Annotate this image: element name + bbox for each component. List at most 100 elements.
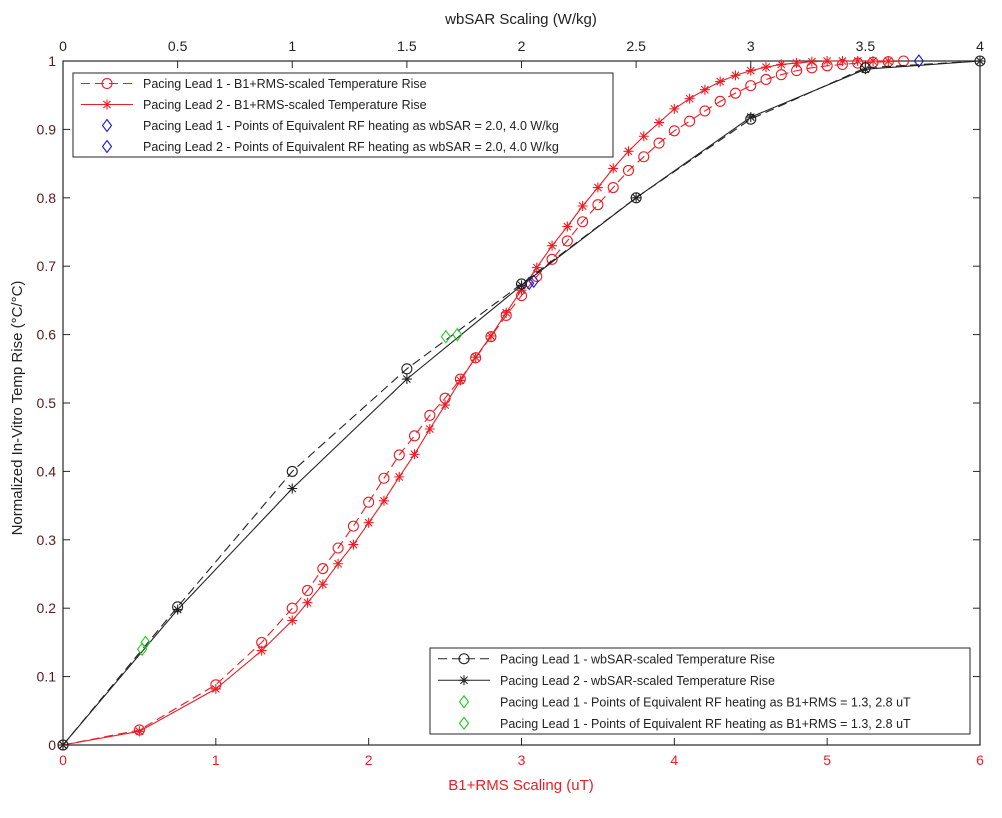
series-7 — [136, 327, 463, 657]
series-6-point — [516, 280, 527, 291]
left-tick-label: 0.1 — [37, 669, 57, 685]
series-2-point — [409, 449, 420, 460]
top-tick-label: 0 — [59, 38, 67, 54]
series-8-point — [140, 635, 151, 650]
series-2-line — [62, 60, 889, 746]
series-8-point — [440, 329, 452, 344]
legend-label: Pacing Lead 2 - Points of Equivalent RF … — [143, 140, 559, 154]
series-2-point — [684, 93, 695, 104]
series-6-point — [401, 374, 412, 385]
top-axis-title: wbSAR Scaling (W/kg) — [444, 11, 597, 28]
legend-box — [72, 72, 614, 158]
series-1-point — [592, 199, 604, 211]
series-1-point — [714, 95, 726, 107]
series-2-point — [317, 579, 328, 590]
legend-label: Pacing Lead 2 - wbSAR-scaled Temperature… — [500, 674, 775, 688]
top-tick-label: 1 — [288, 38, 296, 54]
series-8 — [140, 329, 452, 650]
series-2-point — [730, 70, 741, 81]
series-2-point — [531, 262, 542, 273]
bottom-tick-label: 6 — [976, 752, 984, 768]
series-1-point — [684, 115, 696, 127]
series-1-point — [760, 73, 772, 86]
left-tick-label: 0.6 — [37, 327, 57, 343]
bottom-axis-title: B1+RMS Scaling (uT) — [448, 777, 593, 794]
series-2-point — [210, 683, 221, 694]
series-1-point — [363, 496, 375, 508]
series-2-point — [806, 56, 817, 67]
top-tick-label: 2 — [518, 38, 526, 54]
series-2-point — [424, 423, 435, 434]
series-1-point — [775, 69, 787, 81]
series-2-point — [363, 517, 374, 528]
legend-label: Pacing Lead 1 - Points of Equivalent RF … — [500, 717, 911, 731]
series-2-point — [837, 56, 848, 66]
legend-label: Pacing Lead 1 - Points of Equivalent RF … — [143, 119, 559, 133]
series-2-point — [761, 62, 772, 73]
series-2-point — [378, 495, 389, 506]
legend-swatch-marker — [101, 139, 113, 154]
series-1-point — [607, 181, 619, 194]
left-axis-title: Normalized In-Vitro Temp Rise (°C/°C) — [9, 281, 26, 536]
left-tick-label: 0.9 — [37, 121, 57, 137]
legend-swatch-marker — [458, 653, 470, 665]
legend-label: Pacing Lead 1 - wbSAR-scaled Temperature… — [500, 652, 775, 666]
series-6-line — [62, 60, 981, 746]
series-1-point — [668, 125, 680, 137]
series-2-point — [623, 146, 634, 157]
legend-label: Pacing Lead 1 - Points of Equivalent RF … — [500, 695, 911, 709]
top-tick-label: 1.5 — [397, 38, 417, 54]
series-1-point — [546, 253, 558, 265]
series-1-point — [393, 449, 405, 461]
series-5 — [57, 55, 986, 751]
bottom-tick-label: 0 — [59, 752, 67, 768]
series-1 — [57, 55, 910, 751]
series-2-point — [852, 56, 863, 66]
series-1-point — [286, 602, 298, 614]
legend-bottom-right: Pacing Lead 1 - wbSAR-scaled Temperature… — [429, 647, 971, 735]
series-2-point — [485, 330, 496, 341]
top-tick-label: 2.5 — [626, 38, 646, 54]
series-2-point — [715, 76, 726, 87]
left-tick-label: 0.7 — [37, 258, 57, 274]
series-2-point — [440, 400, 451, 411]
series-1-point — [638, 151, 650, 163]
series-6-point — [172, 604, 183, 615]
series-1-line — [62, 60, 904, 746]
series-5-point — [286, 465, 298, 477]
legend-swatch-marker — [458, 716, 470, 731]
series-2-point — [562, 221, 573, 232]
series-7-point — [452, 327, 463, 342]
series-1-point — [408, 430, 421, 442]
series-2-point — [822, 56, 833, 66]
legend-top-left: Pacing Lead 1 - B1+RMS-scaled Temperatur… — [72, 72, 614, 158]
series-2-point — [455, 375, 466, 386]
series-1-point — [729, 87, 742, 99]
series-2-point — [654, 117, 665, 128]
legend-swatch-marker — [458, 694, 470, 709]
left-tick-label: 0.4 — [37, 463, 57, 479]
series-1-point — [317, 562, 329, 575]
series-2-point — [333, 558, 344, 569]
series-6 — [58, 56, 985, 750]
left-tick-label: 0.5 — [37, 395, 57, 411]
series-6-point — [860, 64, 871, 75]
series-2-point — [776, 59, 787, 70]
series-1-point — [347, 520, 359, 532]
left-tick-label: 1 — [48, 53, 56, 69]
series-1-point — [378, 472, 390, 484]
legend-layer: Pacing Lead 1 - B1+RMS-scaled Temperatur… — [72, 72, 971, 735]
bottom-tick-label: 2 — [365, 752, 373, 768]
bottom-tick-label: 1 — [212, 752, 220, 768]
top-tick-label: 3.5 — [856, 38, 876, 54]
series-2 — [58, 56, 894, 750]
series-1-point — [301, 584, 314, 596]
series-2-point — [699, 84, 710, 95]
series-2-point — [256, 645, 267, 656]
series-layer — [57, 54, 986, 751]
series-4 — [528, 274, 539, 289]
series-1-point — [745, 80, 757, 92]
left-tick-label: 0 — [48, 737, 56, 753]
left-tick-label: 0.2 — [37, 600, 57, 616]
series-2-point — [348, 539, 359, 550]
